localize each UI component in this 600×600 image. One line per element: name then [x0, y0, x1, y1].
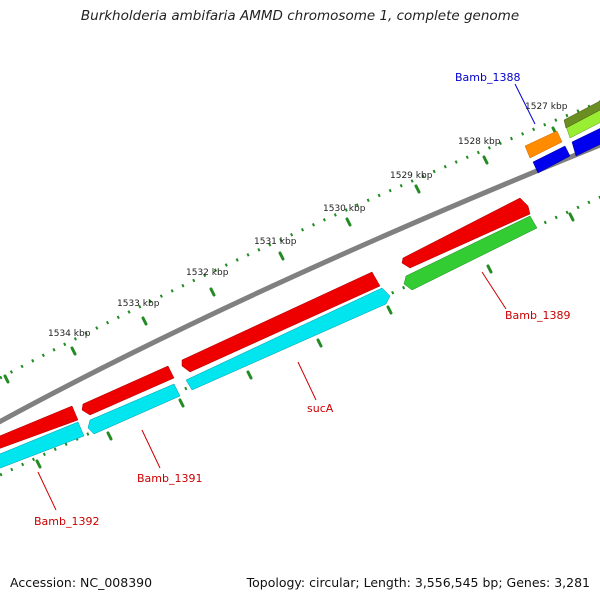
major-tick — [209, 287, 216, 297]
tick-label: 1534 kbp — [48, 329, 91, 339]
gene-bamb1391-reverse[interactable] — [87, 383, 181, 435]
tick-label: 1533 kbp — [117, 299, 160, 309]
major-tick — [568, 212, 575, 222]
gene-olive[interactable] — [563, 100, 600, 129]
gene-labels: Bamb_1388 Bamb_1389 sucA Bamb_1391 Bamb_… — [34, 71, 570, 528]
map-title: Burkholderia ambifaria AMMD chromosome 1… — [80, 8, 520, 24]
forward-strand-genes — [0, 197, 531, 452]
label-leaders — [37, 83, 536, 511]
gene-suca-arrow[interactable] — [181, 271, 381, 373]
tick-label: 1527 kbp — [525, 102, 568, 112]
gene-suca-reverse[interactable] — [185, 287, 391, 391]
gene-label-bamb1391: Bamb_1391 — [137, 472, 202, 485]
major-tick — [345, 217, 352, 227]
major-tick — [106, 431, 113, 441]
major-tick — [278, 251, 285, 261]
upper-right-genes — [524, 100, 600, 174]
major-tick — [316, 338, 323, 348]
major-tick — [386, 305, 393, 315]
major-tick — [482, 155, 489, 165]
bamb1389-leader — [481, 271, 507, 310]
bamb1392-leader — [37, 471, 57, 511]
major-tick — [414, 184, 421, 194]
tick-label: 1529 kbp — [390, 171, 433, 181]
gene-bamb1391-arrow[interactable] — [81, 365, 175, 416]
major-ticks — [3, 126, 575, 469]
bamb1388-leader — [514, 83, 536, 125]
outer-tick-row — [0, 100, 600, 380]
gene-bamb1388-blue[interactable] — [532, 145, 571, 174]
tick-label: 1530 kbp — [323, 204, 366, 214]
gene-bamb1388-orange[interactable] — [524, 130, 563, 159]
reverse-strand-genes — [0, 287, 391, 472]
gene-label-suca: sucA — [307, 402, 334, 415]
gene-bamb1392-reverse[interactable] — [0, 421, 85, 472]
major-tick — [486, 264, 493, 274]
tick-label: 1532 kbp — [186, 268, 229, 278]
kbp-tick-labels: 1527 kbp 1528 kbp 1529 kbp 1530 kbp 1531… — [48, 102, 568, 339]
major-tick — [246, 370, 253, 380]
gene-bamb1389-green[interactable] — [403, 215, 538, 291]
bamb1391-leader — [141, 429, 161, 469]
gene-blue-right[interactable] — [571, 126, 600, 157]
tick-label: 1528 kbp — [458, 137, 501, 147]
major-tick — [70, 346, 77, 356]
gene-label-bamb1389: Bamb_1389 — [505, 309, 570, 322]
topology-summary: Topology: circular; Length: 3,556,545 bp… — [246, 575, 590, 590]
major-tick — [35, 459, 42, 469]
major-tick — [141, 316, 148, 326]
gene-bamb1392-arrow[interactable] — [0, 405, 79, 452]
gene-label-bamb1388: Bamb_1388 — [455, 71, 520, 84]
chromosome-backbone — [0, 142, 600, 425]
accession-text: Accession: NC_008390 — [10, 575, 153, 590]
tick-label: 1531 kbp — [254, 237, 297, 247]
gene-label-bamb1392: Bamb_1392 — [34, 515, 99, 528]
gene-bamb1389-arrow[interactable] — [401, 197, 531, 269]
suca-leader — [297, 361, 317, 401]
major-tick — [178, 398, 185, 408]
major-tick — [3, 374, 10, 384]
